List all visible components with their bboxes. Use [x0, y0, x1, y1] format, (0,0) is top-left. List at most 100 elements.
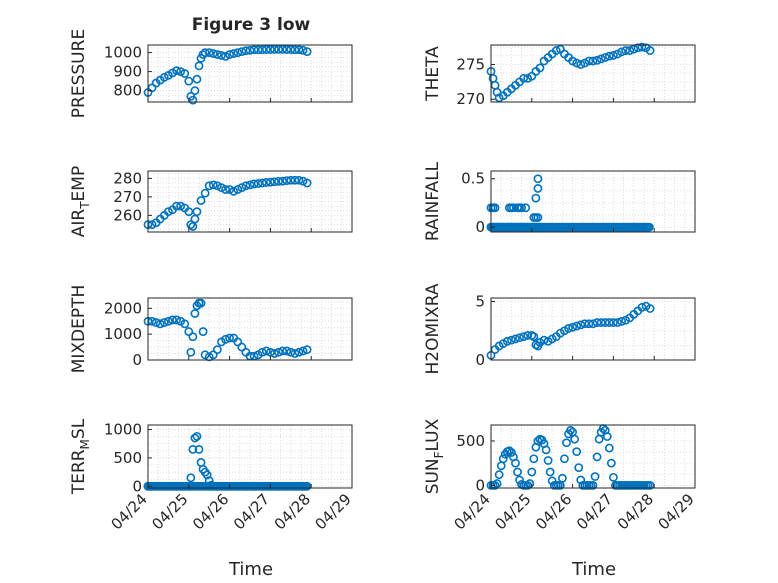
data-marker [274, 176, 283, 186]
y-axis-label-part: THETA [423, 46, 443, 102]
data-marker [270, 177, 279, 187]
data-marker [506, 448, 516, 457]
data-marker [180, 69, 190, 78]
y-axis-label-part: LUX [423, 418, 443, 451]
data-marker [290, 349, 300, 358]
axes-box [490, 424, 696, 489]
y-tick-label: 280 [113, 169, 142, 187]
data-marker [580, 319, 590, 329]
data-marker [645, 46, 655, 55]
data-marker [225, 333, 234, 343]
y-axis-label-part: AIR [69, 209, 89, 238]
data-marker [504, 446, 514, 456]
data-marker [572, 58, 582, 68]
data-marker [163, 316, 173, 326]
data-marker [566, 425, 575, 435]
data-marker [590, 472, 600, 481]
y-axis-label-part: TERR [69, 449, 89, 495]
data-marker [574, 463, 584, 472]
data-marker [592, 452, 602, 462]
data-marker [606, 458, 616, 468]
subplot-h2omixra: 0 5 H2OMIXRA [423, 283, 696, 375]
data-marker [645, 304, 655, 313]
data-marker [564, 324, 573, 333]
data-marker [515, 475, 524, 485]
data-marker [633, 43, 643, 53]
y-tick-label: 1000 [104, 421, 142, 439]
data-marker [298, 45, 308, 55]
data-marker [301, 481, 311, 491]
data-marker [212, 345, 222, 355]
data-marker [294, 175, 304, 185]
data-marker [596, 54, 606, 64]
data-marker [521, 203, 531, 213]
y-axis-label: AIRTEMP [69, 166, 92, 237]
data-marker [172, 201, 181, 211]
data-marker [221, 185, 230, 194]
y-axis-label-part: PRESSURE [69, 29, 89, 118]
data-marker [151, 318, 161, 327]
data-marker [562, 438, 571, 448]
data-marker [159, 318, 169, 327]
y-tick-label: 275 [456, 55, 485, 73]
y-axis-label-subscript: F [432, 451, 446, 458]
data-marker [602, 432, 612, 441]
y-tick-label: 1000 [104, 325, 142, 343]
y-axis-label-part: SUN [423, 458, 443, 494]
data-marker [529, 454, 539, 464]
data-marker [241, 181, 251, 191]
data-marker [294, 45, 304, 55]
data-marker [192, 74, 202, 84]
data-marker [208, 180, 218, 190]
data-marker [163, 207, 173, 217]
data-marker [278, 346, 288, 356]
data-marker [576, 320, 586, 330]
data-marker [155, 319, 165, 329]
data-marker [286, 45, 296, 54]
data-marker [196, 298, 206, 308]
data-marker [172, 66, 181, 76]
y-axis-label: TERRMSL [69, 418, 92, 495]
data-marker [298, 346, 308, 356]
data-marker [588, 56, 598, 66]
y-tick-label: 800 [113, 82, 142, 100]
data-marker [572, 447, 582, 457]
data-marker [202, 470, 212, 480]
y-tick-label: 0 [475, 476, 485, 494]
y-tick-label: 5 [475, 293, 485, 311]
data-marker [204, 48, 214, 57]
data-marker [604, 318, 614, 327]
data-marker [229, 186, 239, 196]
axes-box [147, 424, 353, 489]
data-marker [176, 67, 186, 76]
data-marker [278, 176, 288, 186]
y-axis-label: THETA [423, 46, 443, 102]
data-marker [596, 318, 606, 327]
data-marker [253, 179, 263, 188]
data-marker [513, 467, 522, 477]
data-marker [278, 44, 288, 54]
data-marker [533, 213, 543, 222]
data-marker [265, 177, 275, 187]
data-marker [539, 335, 549, 345]
data-marker [629, 44, 639, 54]
y-tick-label: 2000 [104, 299, 142, 317]
data-marker [172, 315, 181, 325]
data-marker [212, 181, 222, 191]
data-marker [535, 63, 545, 73]
data-marker [229, 49, 239, 58]
data-marker [644, 222, 654, 232]
data-marker [560, 454, 569, 464]
y-tick-label: 270 [456, 90, 485, 108]
data-marker [621, 46, 631, 55]
subplot-mixdepth: 0 1000 2000 MIXDEPTH [69, 285, 353, 373]
data-marker [253, 45, 263, 55]
data-marker [225, 185, 234, 194]
data-marker [592, 318, 602, 327]
y-tick-label: 1000 [104, 44, 142, 62]
data-marker [541, 445, 551, 455]
data-marker [637, 42, 647, 52]
y-tick-label: 260 [113, 206, 142, 224]
data-marker [180, 319, 190, 329]
